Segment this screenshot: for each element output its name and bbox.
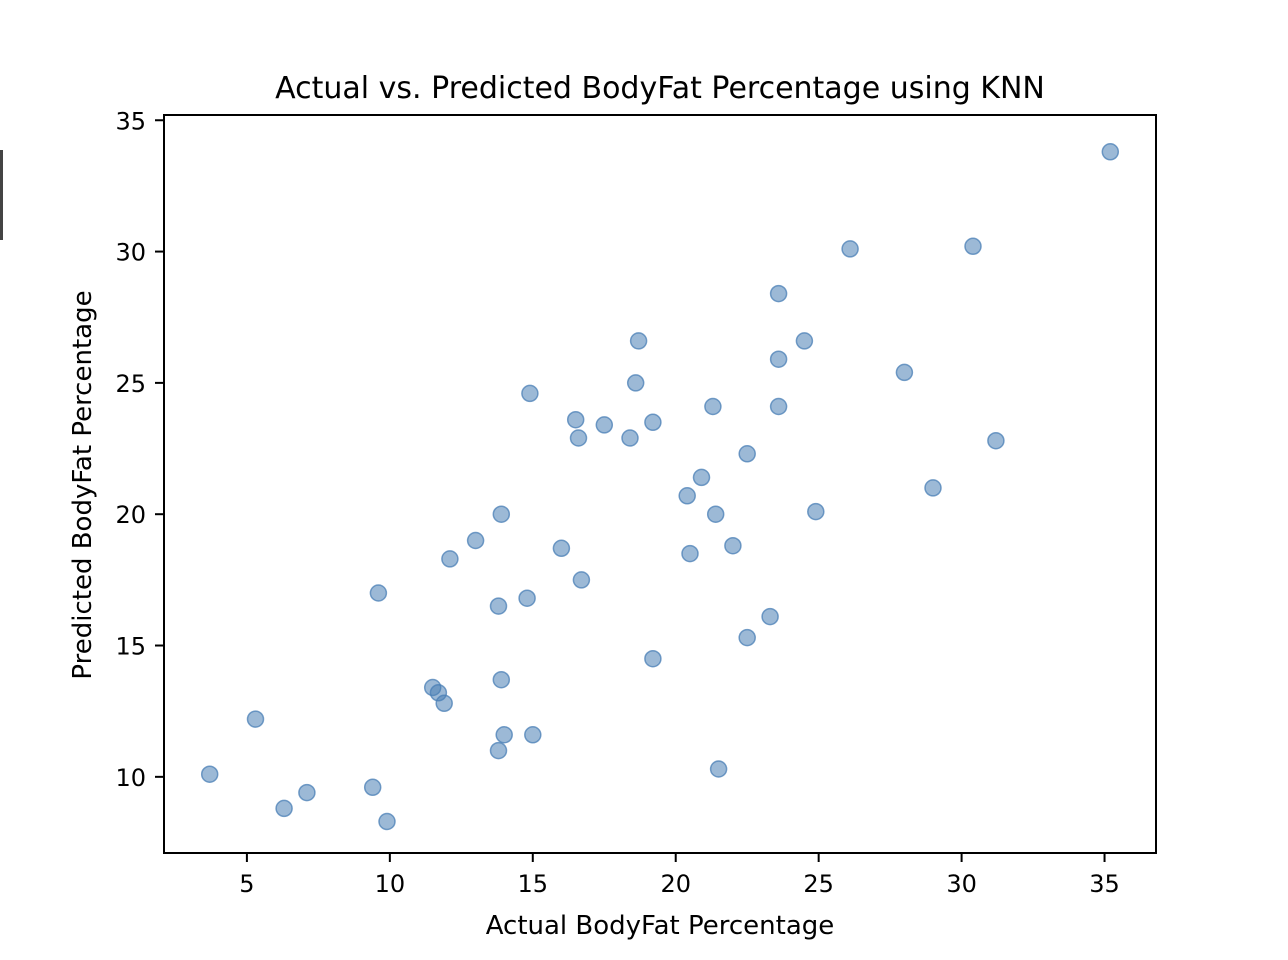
scatter-point — [709, 760, 728, 778]
x-tick-label: 5 — [239, 870, 254, 898]
scatter-point — [692, 468, 711, 487]
scatter-point — [644, 649, 662, 668]
x-axis-label: Actual BodyFat Percentage — [486, 911, 835, 941]
y-axis-ticks: 10 15 20 25 30 35 — [115, 107, 164, 792]
x-tick-label: 30 — [946, 870, 977, 898]
scatter-point — [489, 741, 508, 760]
scatter-point — [492, 505, 511, 523]
scatter-point — [435, 694, 453, 713]
plot-frame — [163, 114, 1157, 854]
x-tick-label: 10 — [375, 870, 406, 898]
scatter-point — [769, 397, 788, 416]
scatter-point — [761, 607, 779, 626]
y-tick-label: 35 — [115, 107, 146, 135]
scatter-point — [489, 597, 508, 615]
scatter-point — [807, 502, 825, 521]
scatter-point — [769, 284, 788, 303]
scatter-point — [987, 431, 1005, 450]
x-tick-label: 20 — [660, 870, 691, 898]
scatter-point — [681, 544, 699, 563]
scatter-point — [795, 332, 814, 350]
plot-area — [200, 143, 1120, 831]
scatter-point — [200, 765, 219, 783]
x-tick-label: 15 — [518, 870, 549, 898]
scatter-point — [363, 778, 382, 797]
scatter-point — [518, 589, 536, 607]
scatter-point — [569, 429, 588, 447]
scatter-point — [524, 726, 542, 744]
scatter-point — [369, 584, 388, 602]
y-tick-label: 25 — [115, 370, 146, 398]
scatter-point — [964, 237, 982, 256]
scatter-point — [521, 384, 539, 403]
x-axis-ticks: 5 10 15 20 25 30 35 — [239, 853, 1120, 898]
y-tick-label: 10 — [115, 764, 146, 792]
scatter-point — [644, 413, 662, 432]
scatter-point — [738, 628, 756, 647]
scatter-point — [841, 240, 859, 258]
y-tick-label: 30 — [115, 239, 146, 267]
scatter-point — [595, 416, 614, 434]
scatter-point — [629, 332, 648, 350]
scatter-point — [298, 783, 316, 802]
y-tick-label: 20 — [115, 501, 146, 529]
scatter-point — [706, 505, 725, 523]
chart-title: Actual vs. Predicted BodyFat Percentage … — [275, 71, 1045, 106]
scatter-point — [678, 487, 696, 505]
scatter-point — [621, 429, 639, 447]
y-axis-label: Predicted BodyFat Percentage — [68, 290, 98, 679]
left-edge-strip — [0, 150, 3, 240]
scatter-point — [466, 531, 485, 550]
scatter-point — [626, 374, 645, 392]
scatter-point — [738, 445, 756, 463]
scatter-point — [275, 799, 293, 818]
scatter-point — [378, 812, 396, 831]
scatter-point — [704, 397, 722, 416]
scatter-point — [492, 670, 511, 689]
scatter-point — [566, 410, 585, 429]
scatter-point — [769, 350, 788, 368]
x-tick-label: 25 — [803, 870, 834, 898]
scatter-point — [441, 550, 459, 568]
x-tick-label: 35 — [1089, 870, 1120, 898]
scatter-point — [924, 479, 942, 497]
scatter-point — [724, 536, 742, 555]
scatter-point — [495, 726, 513, 744]
scatter-point — [572, 571, 591, 589]
scatter-point — [1101, 143, 1120, 161]
scatter-point — [552, 539, 571, 558]
y-tick-label: 15 — [115, 633, 146, 661]
scatter-point — [246, 710, 265, 728]
scatter-point — [895, 363, 914, 382]
